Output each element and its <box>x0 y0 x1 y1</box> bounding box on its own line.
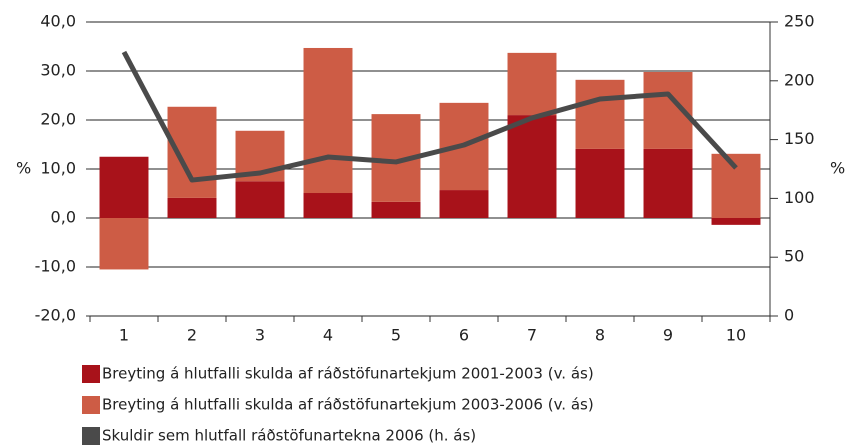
x-tick-label: 7 <box>527 326 537 345</box>
y2-tick-label: 0 <box>784 306 794 325</box>
bar <box>99 156 149 218</box>
y-tick-label: 0,0 <box>51 208 76 227</box>
bar <box>167 197 217 218</box>
bar <box>439 190 489 218</box>
x-tick-label: 1 <box>119 326 129 345</box>
bar <box>643 148 693 218</box>
bar <box>371 201 421 218</box>
y-tick-label: 20,0 <box>40 110 76 129</box>
x-tick-label: 5 <box>391 326 401 345</box>
x-tick-label: 3 <box>255 326 265 345</box>
bar <box>507 115 557 218</box>
y-tick-label: -10,0 <box>35 257 76 276</box>
y2-tick-label: 200 <box>784 70 815 89</box>
legend-label: Breyting á hlutfalli skulda af ráðstöfun… <box>102 396 594 414</box>
bar <box>711 153 761 218</box>
legend-swatch <box>82 365 100 383</box>
y2-axis-label: % <box>830 159 845 178</box>
y-tick-label: 40,0 <box>40 12 76 31</box>
bar <box>711 218 761 225</box>
bar <box>235 181 285 218</box>
legend-swatch <box>82 427 100 445</box>
bar <box>99 218 149 270</box>
legend-swatch <box>82 396 100 414</box>
bar <box>507 52 557 116</box>
x-tick-label: 6 <box>459 326 469 345</box>
line <box>121 50 738 183</box>
y2-tick-label: 100 <box>784 188 815 207</box>
y-tick-label: 10,0 <box>40 159 76 178</box>
y-axis-label: % <box>16 159 31 178</box>
y-tick-label: -20,0 <box>35 306 76 325</box>
x-tick-label: 4 <box>323 326 333 345</box>
y2-tick-label: 50 <box>784 247 804 266</box>
y2-tick-label: 250 <box>784 12 815 31</box>
bar <box>303 193 353 218</box>
y2-tick-label: 150 <box>784 129 815 148</box>
x-tick-label: 9 <box>663 326 673 345</box>
legend-label: Breyting á hlutfalli skulda af ráðstöfun… <box>102 365 594 383</box>
bar <box>303 47 353 194</box>
bar <box>575 79 625 149</box>
y-tick-label: 30,0 <box>40 61 76 80</box>
legend-label: Skuldir sem hlutfall ráðstöfunartekna 20… <box>102 427 476 445</box>
bar <box>575 148 625 218</box>
x-tick-label: 10 <box>726 326 746 345</box>
x-tick-label: 2 <box>187 326 197 345</box>
x-tick-label: 8 <box>595 326 605 345</box>
